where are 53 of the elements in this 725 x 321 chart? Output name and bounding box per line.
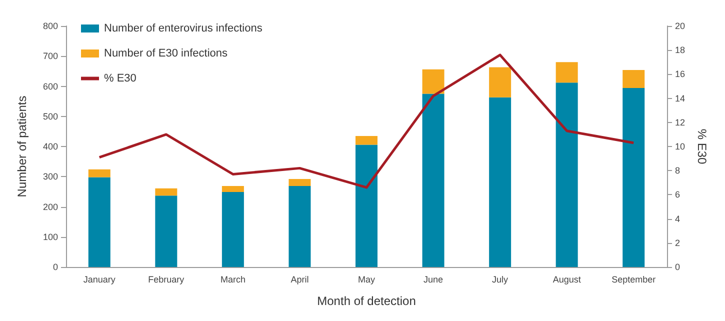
bar <box>622 70 645 88</box>
x-tick-label: July <box>492 274 509 284</box>
x-tick-label: March <box>220 274 246 284</box>
x-tick-label: February <box>148 274 185 284</box>
x-tick-label: April <box>290 274 309 284</box>
x-tick-label: May <box>358 274 376 284</box>
y-tick-label: 300 <box>42 172 58 182</box>
bar <box>222 186 244 192</box>
x-tick-label: August <box>552 274 582 284</box>
bar <box>356 136 378 145</box>
y-tick-label: 0 <box>52 262 58 272</box>
bar <box>88 177 110 267</box>
bar <box>422 69 444 94</box>
legend-label: % E30 <box>104 72 136 84</box>
y2-tick-label: 10 <box>675 142 686 152</box>
bar <box>489 97 512 267</box>
bar <box>422 94 444 267</box>
y-tick-label: 400 <box>42 142 58 152</box>
y2-tick-label: 6 <box>675 190 680 200</box>
y2-tick-label: 18 <box>675 45 686 56</box>
bar <box>155 196 178 267</box>
y-tick-label: 800 <box>42 21 58 31</box>
y-axis-title: Number of patients <box>15 96 29 198</box>
bar <box>88 169 110 178</box>
bar <box>556 82 578 267</box>
y-tick-label: 100 <box>42 232 58 242</box>
y2-tick-label: 4 <box>675 214 680 224</box>
bar <box>556 62 578 83</box>
x-tick-label: June <box>424 274 444 284</box>
y2-tick-label: 16 <box>675 69 686 80</box>
y-tick-label: 600 <box>42 81 58 92</box>
y2-tick-label: 20 <box>675 21 686 31</box>
y2-tick-label: 2 <box>675 238 680 248</box>
bar <box>155 188 178 196</box>
y2-tick-label: 14 <box>675 93 686 104</box>
y-tick-label: 700 <box>42 51 58 62</box>
bar <box>356 144 378 267</box>
y2-tick-label: 12 <box>675 117 686 128</box>
bar <box>288 179 311 186</box>
y2-tick-label: 8 <box>675 166 680 176</box>
y2-tick-label: 0 <box>675 262 680 272</box>
bar <box>622 88 645 267</box>
legend-label: Number of enterovirus infections <box>104 22 263 34</box>
x-tick-label: September <box>612 274 656 284</box>
bar <box>222 192 244 267</box>
y-tick-label: 500 <box>42 111 58 122</box>
bar <box>489 67 512 98</box>
y2-axis-title: % E30 <box>694 128 709 164</box>
legend-label: Number of E30 infections <box>104 48 228 60</box>
y-tick-label: 200 <box>42 202 58 212</box>
bar <box>288 186 311 267</box>
x-tick-label: January <box>83 274 116 284</box>
x-axis-title: Month of detection <box>317 294 416 308</box>
